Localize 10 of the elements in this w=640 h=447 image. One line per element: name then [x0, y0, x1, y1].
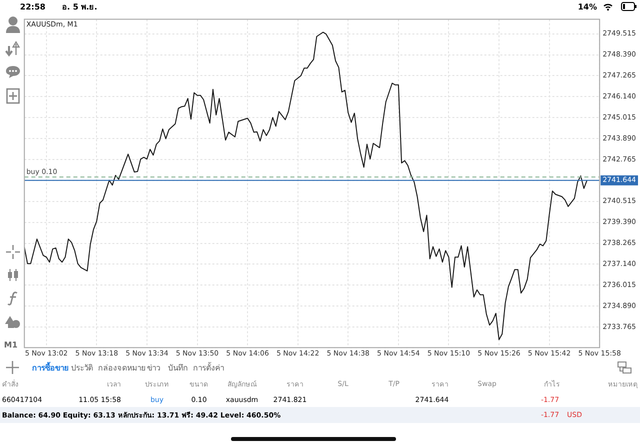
text: ข่าว [147, 362, 160, 374]
text: บันทึก [168, 362, 188, 374]
text: การซื้อขาย [32, 362, 69, 374]
text: 14% [578, 2, 597, 12]
text: ประวัติ [71, 362, 93, 374]
text: อ. 5 พ.ย. [62, 2, 98, 14]
text: การตั้งค่า [193, 362, 224, 374]
text: 22:58 [20, 2, 46, 12]
text: M1 [4, 340, 18, 350]
text: กล่องจดหมาย [98, 362, 146, 374]
